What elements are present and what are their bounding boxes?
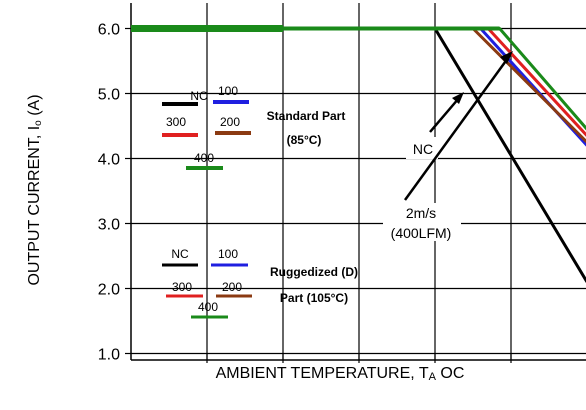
annotation-nc: NC	[413, 141, 433, 157]
annotation-nc-bg	[406, 137, 438, 159]
annotation-nc-arrowhead	[452, 92, 464, 104]
x-axis-title: AMBIENT TEMPERATURE, TA OC	[216, 365, 465, 383]
legend-standard-label-400: 400	[194, 151, 214, 165]
legend-rugged-title-line2: Part (105°C)	[280, 291, 348, 305]
legend-rugged-label-nc: NC	[171, 247, 189, 261]
y-tick-label: 6.0	[98, 22, 120, 39]
y-axis-title: OUTPUT CURRENT, Io (A)	[26, 94, 44, 285]
legend-rugged-title-line1: Ruggedized (D)	[270, 265, 358, 279]
legend-rugged-label-100: 100	[218, 247, 238, 261]
annotation-airflow-arrow	[403, 57, 510, 201]
legend-standard-part: NC 100 300 200 400 Standard Part (85°C)	[162, 84, 346, 170]
legend-standard-title-line1: Standard Part	[267, 109, 346, 123]
annotation-airflow-speed: 2m/s	[406, 205, 436, 221]
legend-ruggedized-part: NC 100 300 200 400 Ruggedized (D) Part (…	[162, 247, 358, 319]
legend-standard-title-line2: (85°C)	[287, 133, 322, 147]
grid	[125, 3, 586, 363]
y-tick-labels: 1.0 2.0 3.0 4.0 5.0 6.0	[98, 22, 120, 364]
y-tick-label: 3.0	[98, 217, 120, 234]
annotation-airflow-arrowhead	[500, 51, 513, 64]
y-tick-label: 1.0	[98, 347, 120, 364]
annotation-nc-arrow	[429, 97, 460, 133]
annotations: NC 2m/s (400LFM)	[383, 51, 513, 241]
legend-standard-label-100: 100	[218, 84, 238, 98]
y-tick-label: 4.0	[98, 152, 120, 169]
legend-standard-label-nc: NC	[190, 89, 208, 103]
y-tick-label: 2.0	[98, 282, 120, 299]
y-tick-label: 5.0	[98, 87, 120, 104]
annotation-airflow-lfm: (400LFM)	[391, 225, 452, 241]
legend-standard-label-300: 300	[166, 115, 186, 129]
legend-rugged-label-200: 200	[222, 280, 242, 294]
legend-rugged-label-300: 300	[172, 280, 192, 294]
series-lines	[131, 25, 586, 283]
legend-rugged-label-400: 400	[198, 300, 218, 314]
legend-standard-label-200: 200	[220, 115, 240, 129]
annotation-airflow-bg	[383, 203, 461, 241]
